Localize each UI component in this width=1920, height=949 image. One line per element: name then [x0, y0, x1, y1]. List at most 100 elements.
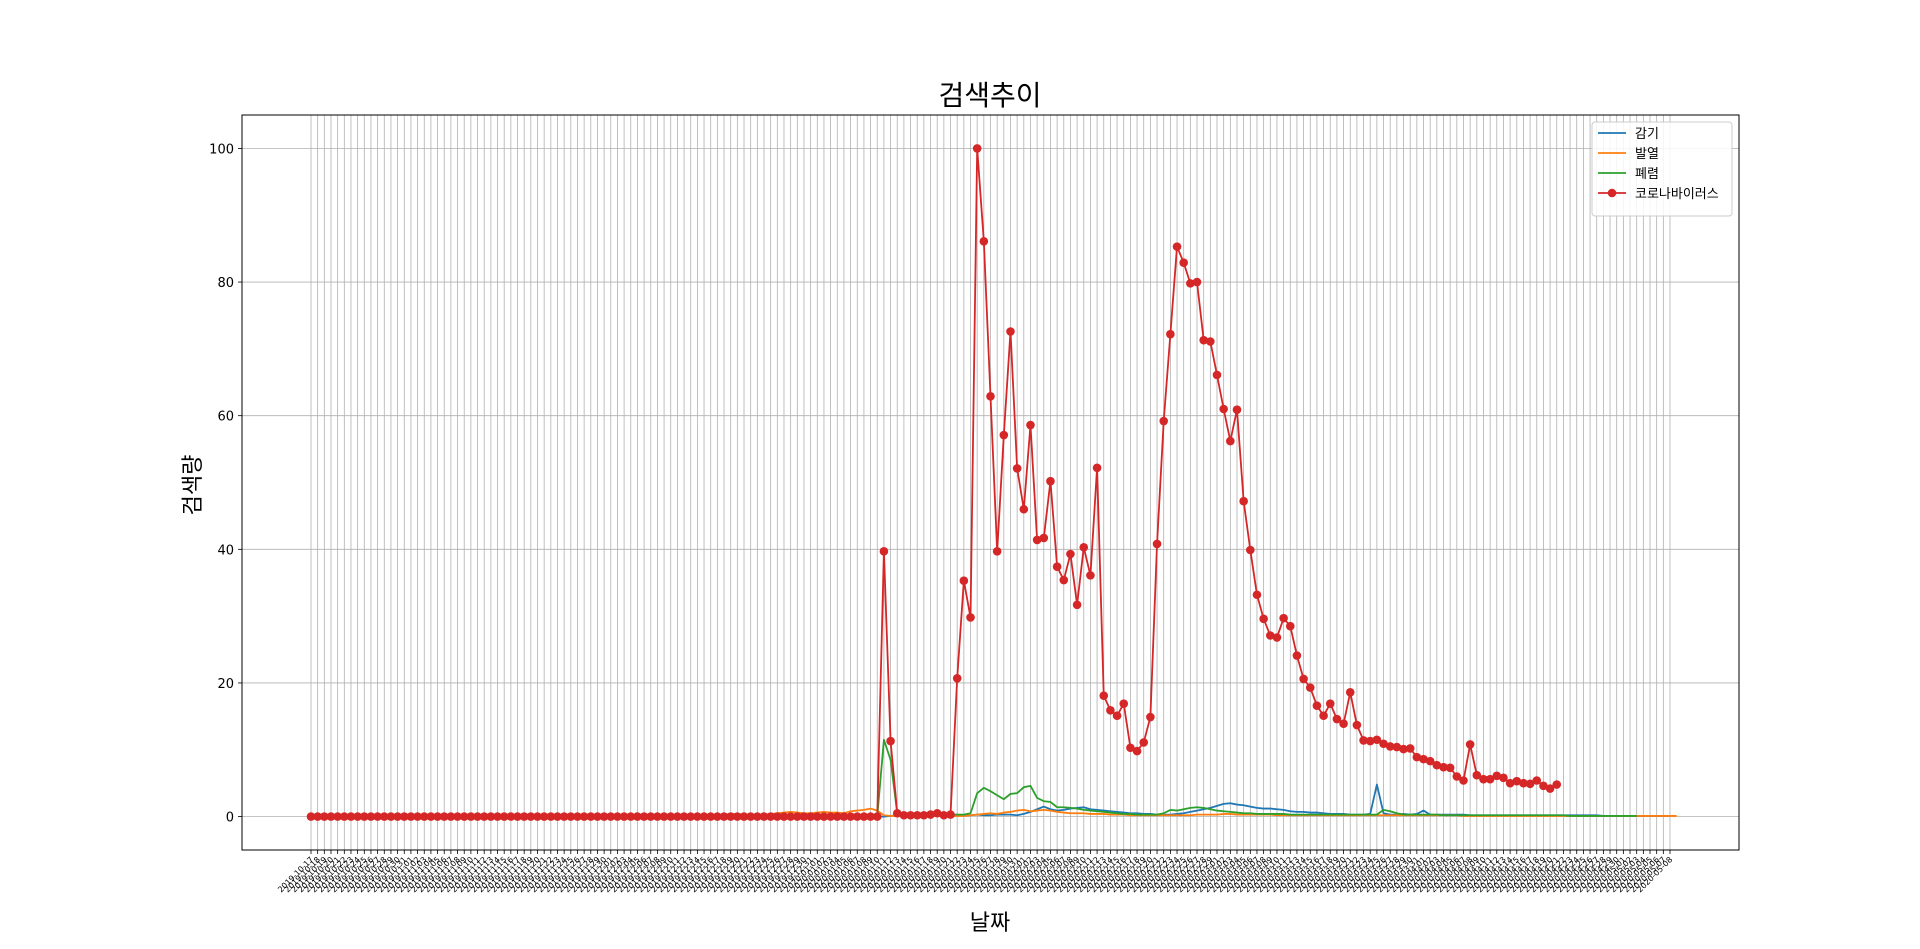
data-point [713, 812, 722, 821]
data-point [353, 812, 362, 821]
data-point [1479, 774, 1488, 784]
data-point [1545, 784, 1555, 793]
data-point [899, 810, 909, 820]
data-point [806, 812, 815, 821]
data-point [419, 812, 429, 821]
legend-label: 감기 [1635, 127, 1659, 142]
data-point [1359, 736, 1368, 745]
data-point [373, 812, 382, 821]
data-point [966, 613, 975, 622]
data-point [306, 812, 316, 821]
data-point [872, 812, 882, 821]
data-point [1226, 436, 1235, 446]
data-point [1285, 621, 1295, 631]
data-point [1079, 543, 1089, 552]
data-point [1385, 742, 1395, 751]
data-point [513, 812, 522, 821]
series-lines [311, 147, 1677, 818]
data-point [320, 812, 329, 821]
data-point [613, 812, 622, 821]
data-point [1445, 763, 1455, 773]
data-point [1206, 337, 1215, 346]
data-point [1166, 329, 1175, 339]
data-point [599, 812, 609, 821]
data-point [553, 812, 562, 821]
data-point [506, 812, 516, 821]
data-point [1452, 772, 1462, 781]
data-point [1212, 370, 1222, 380]
data-point [333, 812, 342, 821]
data-point [1192, 277, 1202, 287]
series-line-2 [311, 738, 1637, 818]
data-point [486, 812, 496, 821]
data-point [1439, 762, 1448, 772]
data-point [593, 812, 602, 821]
data-point [832, 812, 842, 821]
data-point [1485, 774, 1495, 784]
data-point [859, 812, 869, 821]
data-point [1459, 776, 1468, 785]
data-point [1112, 711, 1122, 720]
data-point [952, 673, 962, 683]
data-point [1199, 335, 1208, 345]
data-point [1066, 549, 1075, 559]
data-point [1312, 701, 1322, 710]
data-point [1252, 590, 1262, 600]
data-point [1265, 631, 1275, 640]
data-point [1072, 600, 1082, 610]
data-point [393, 812, 402, 821]
data-point [406, 812, 416, 821]
data-point [539, 812, 549, 821]
data-point [666, 812, 676, 821]
data-point [939, 810, 949, 820]
data-point [979, 236, 989, 246]
data-point [519, 812, 529, 821]
data-point [773, 812, 782, 821]
data-point [786, 812, 795, 821]
data-point [340, 812, 349, 821]
data-point [1552, 780, 1562, 789]
data-point [852, 812, 862, 821]
data-point [1365, 736, 1375, 746]
data-point [479, 812, 489, 821]
data-point [799, 812, 809, 821]
data-point [946, 810, 955, 819]
data-point [986, 392, 995, 401]
data-point [1472, 770, 1482, 780]
data-point [379, 812, 389, 821]
data-point [866, 812, 875, 821]
data-point [1305, 683, 1315, 692]
series-markers [306, 144, 1562, 821]
data-point [1139, 738, 1149, 747]
data-point [1432, 760, 1442, 770]
data-point [1532, 776, 1542, 785]
data-point [573, 812, 582, 821]
data-point [932, 808, 942, 818]
data-point [313, 812, 322, 821]
data-point [499, 812, 509, 821]
data-point [926, 810, 935, 819]
data-point [919, 810, 929, 820]
data-point [793, 812, 802, 821]
data-point [1019, 504, 1029, 514]
data-point [759, 812, 769, 821]
data-point [686, 812, 696, 821]
data-point [1399, 744, 1408, 754]
data-point [1512, 776, 1522, 786]
data-point [1339, 719, 1348, 729]
data-point [579, 812, 589, 821]
data-point [1492, 771, 1502, 781]
data-point [733, 812, 742, 821]
data-point [533, 812, 542, 821]
data-point [1292, 651, 1302, 660]
data-point [1259, 614, 1268, 624]
data-point [999, 430, 1009, 440]
data-point [1012, 464, 1022, 473]
data-point [466, 812, 476, 821]
data-point [1325, 699, 1335, 708]
data-point [453, 812, 462, 821]
data-point [386, 812, 396, 821]
data-point [659, 812, 669, 821]
y-axis-label: 검색량 [181, 455, 206, 516]
data-point [526, 812, 536, 821]
